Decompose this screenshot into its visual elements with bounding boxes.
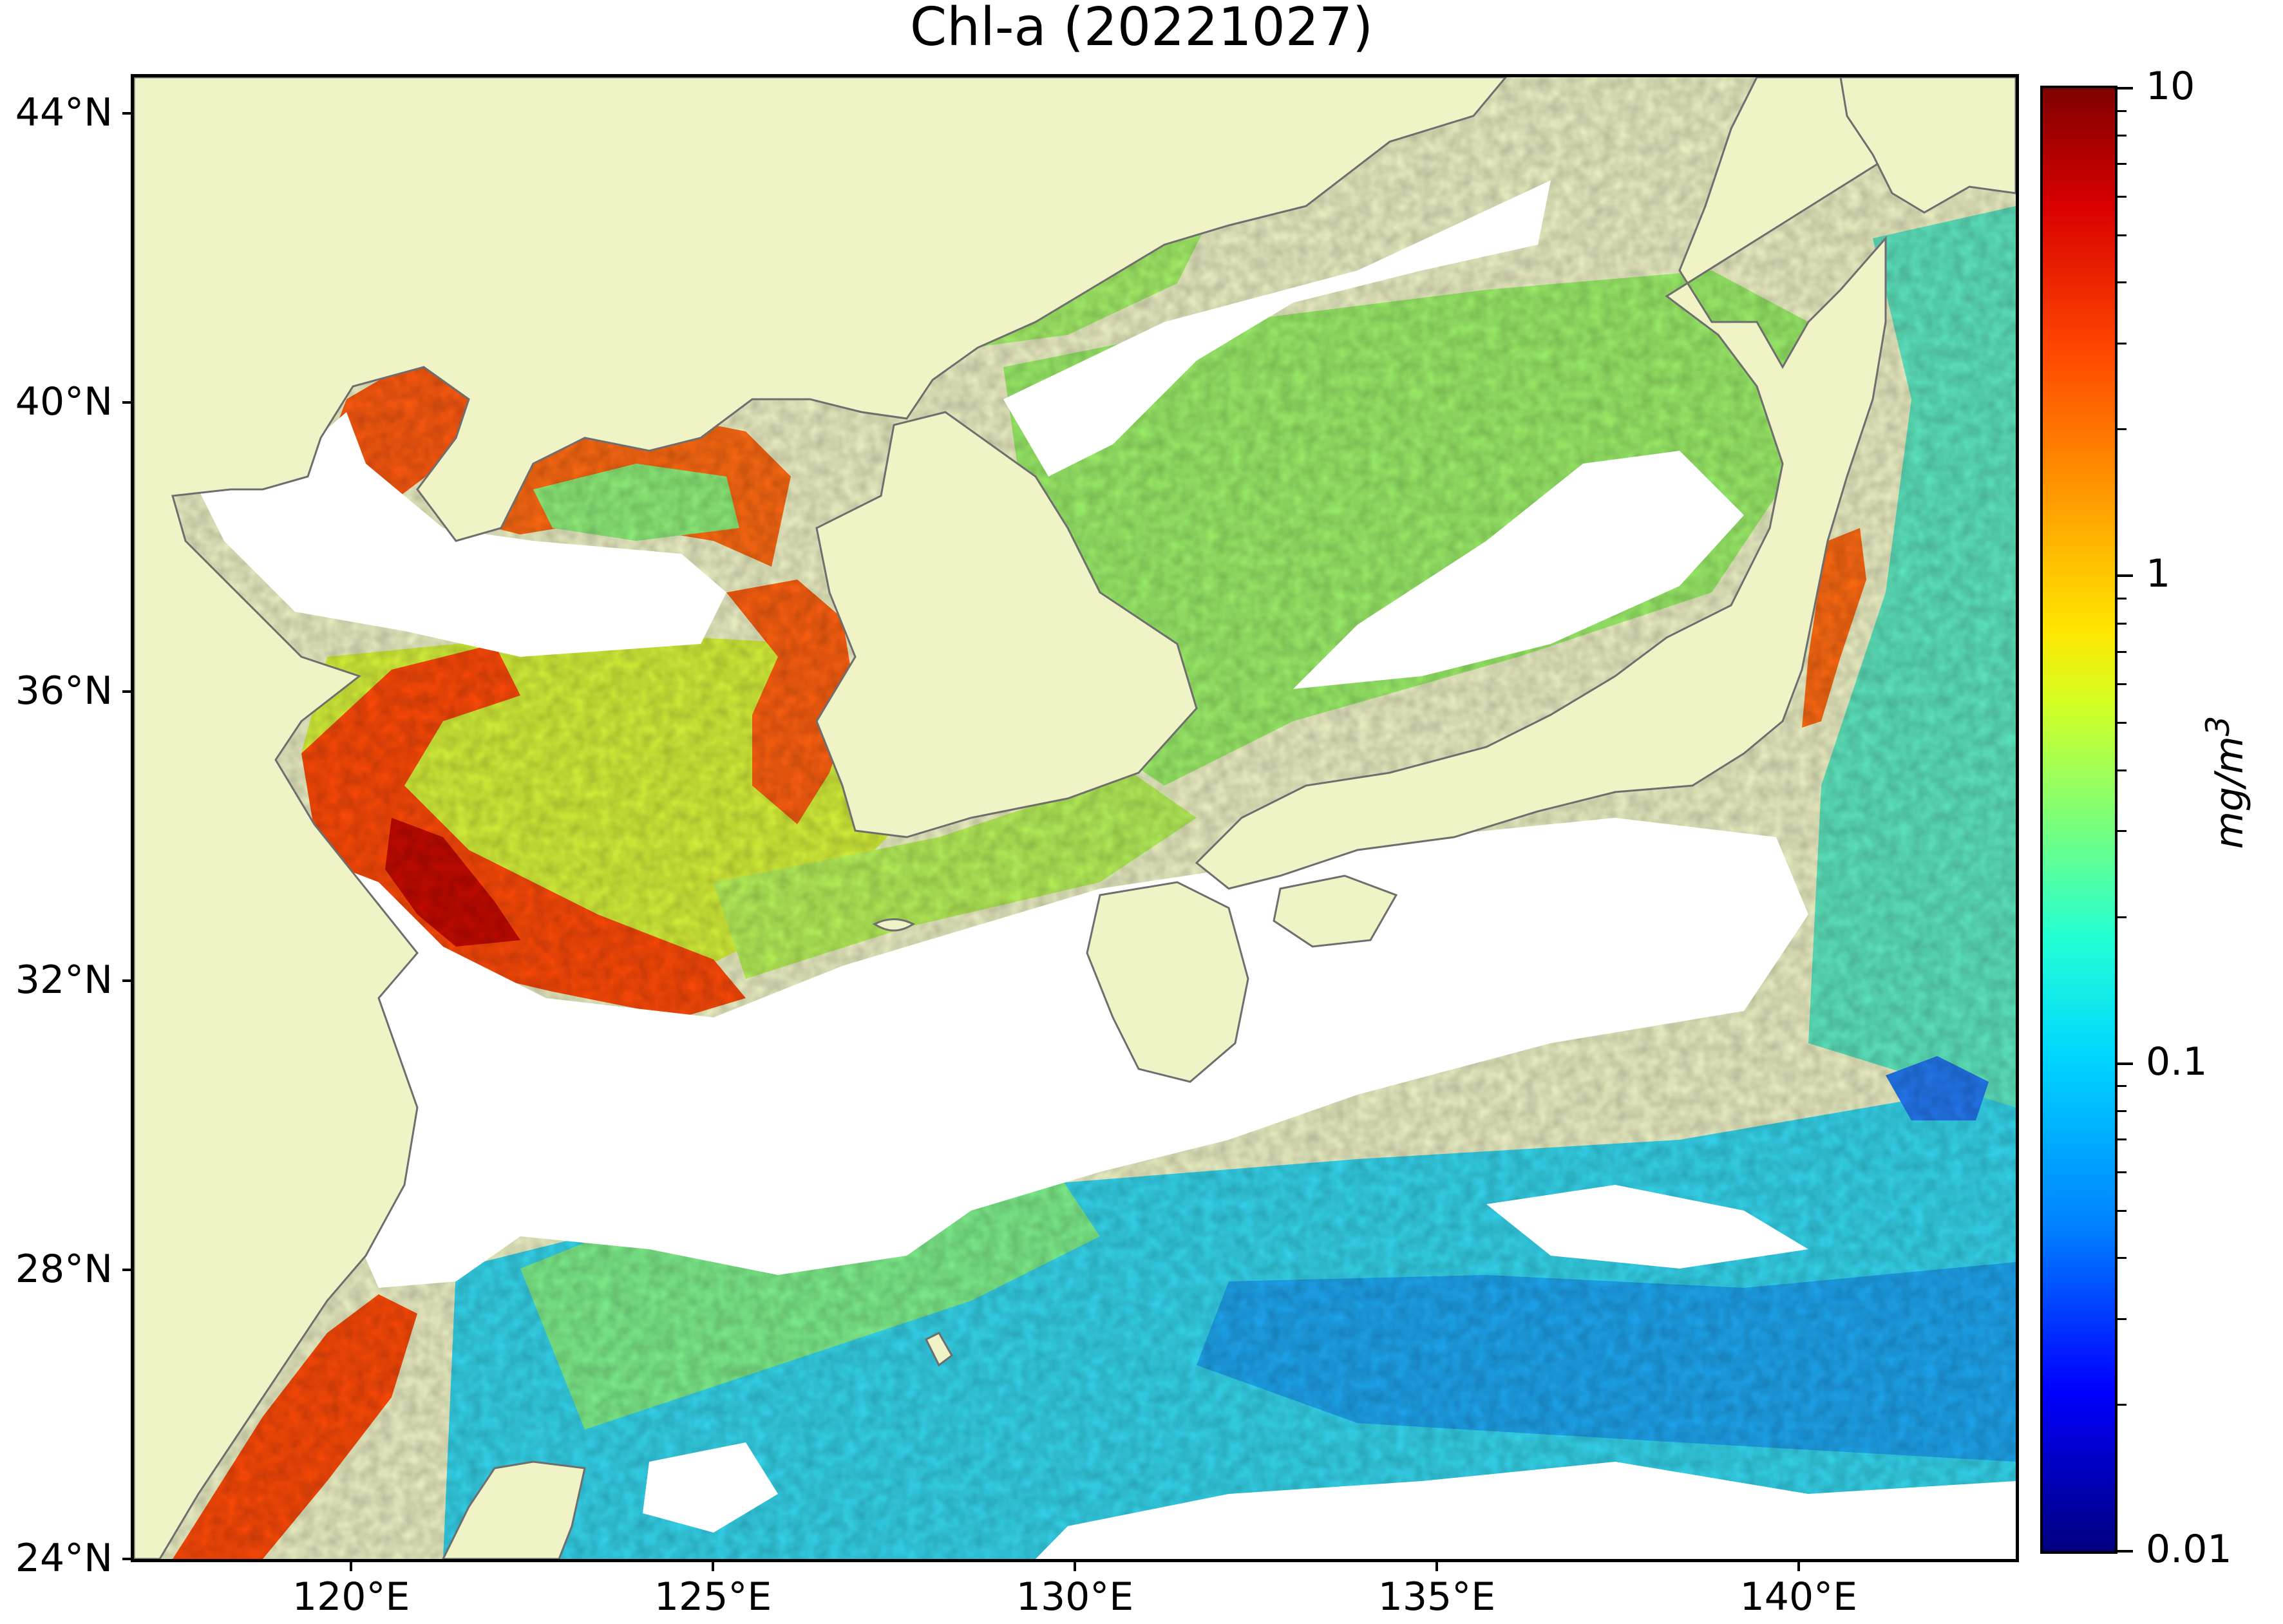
colorbar-minor-tick [2117, 1085, 2127, 1088]
taiwan-land [442, 1460, 586, 1559]
colorbar-unit-label: mg/m3 [2199, 712, 2252, 853]
colorbar-minor-tick [2117, 109, 2127, 112]
map-title: Chl-a (20221027) [909, 0, 1374, 58]
colorbar-minor-tick [2117, 769, 2127, 771]
colorbar-minor-tick [2117, 234, 2127, 236]
colorbar-minor-tick [2117, 1171, 2127, 1173]
colorbar-minor-tick [2117, 342, 2127, 345]
lon-tick-mark [350, 1561, 353, 1571]
cloud-east-sea-north [1293, 451, 1744, 689]
lon-tick-label: 120°E [292, 1574, 410, 1619]
colorbar-tick-label: 0.1 [2146, 1039, 2208, 1084]
jeju-island [873, 918, 915, 932]
honshu-land [1195, 77, 2016, 890]
cloud-south-small [643, 1442, 778, 1533]
lat-tick-label: 28°N [15, 1247, 113, 1292]
colorbar-tick-label: 1 [2146, 551, 2171, 597]
lon-tick-label: 135°E [1378, 1574, 1496, 1619]
lat-tick-mark [122, 1269, 133, 1272]
colorbar-unit-text: mg/m [2207, 736, 2252, 849]
colorbar-minor-tick [2117, 1138, 2127, 1140]
colorbar-minor-tick [2117, 830, 2127, 833]
cloud-south-strip [1036, 1462, 2016, 1559]
lat-tick-label: 44°N [15, 90, 113, 136]
colorbar-tick-label: 0.01 [2146, 1527, 2232, 1572]
lat-tick-label: 36°N [15, 668, 113, 714]
map-canvas [134, 77, 2016, 1559]
china-north-land [134, 77, 1507, 1559]
colorbar-minor-tick [2117, 1317, 2127, 1320]
lat-tick-mark [122, 690, 133, 694]
colorbar-minor-tick [2117, 1110, 2127, 1113]
lat-tick-mark [122, 979, 133, 983]
colorbar-minor-tick [2117, 916, 2127, 918]
lon-tick-mark [1074, 1561, 1076, 1571]
colorbar-major-tick [2117, 1550, 2133, 1553]
kyushu-land [1086, 881, 1249, 1083]
colorbar-minor-tick [2117, 597, 2127, 600]
colorbar-minor-tick [2117, 650, 2127, 653]
lat-tick-label: 24°N [15, 1536, 113, 1581]
lat-tick-label: 40°N [15, 379, 113, 425]
lat-tick-label: 32°N [15, 958, 113, 1003]
colorbar-minor-tick [2117, 1257, 2127, 1260]
lon-tick-label: 140°E [1739, 1574, 1858, 1619]
colorbar-minor-tick [2117, 163, 2127, 165]
lon-tick-label: 130°E [1016, 1574, 1134, 1619]
korea-land [815, 411, 1198, 838]
chlorophyll-map [131, 74, 2019, 1562]
land-layer [134, 77, 2016, 1559]
lon-tick-mark [712, 1561, 715, 1571]
colorbar-minor-tick [2117, 622, 2127, 625]
lat-tick-mark [122, 401, 133, 404]
lon-tick-mark [1797, 1561, 1800, 1571]
cloud-east-patches [1486, 1185, 1808, 1269]
cloud-north-korea [1003, 180, 1551, 477]
colorbar-minor-tick [2117, 1209, 2127, 1212]
colorbar-minor-tick [2117, 135, 2127, 137]
colorbar-major-tick [2117, 87, 2133, 90]
hokkaido-land [1839, 77, 2016, 214]
colorbar-minor-tick [2117, 722, 2127, 724]
lon-tick-mark [1435, 1561, 1438, 1571]
colorbar-tick-label: 10 [2146, 64, 2195, 109]
okinawa-islands [924, 1332, 953, 1367]
cloud-yellow-sea-south [295, 818, 1808, 1288]
lon-tick-label: 125°E [654, 1574, 772, 1619]
colorbar-major-tick [2117, 574, 2133, 578]
colorbar-minor-tick [2117, 281, 2127, 284]
colorbar-unit-exponent: 3 [2199, 715, 2237, 737]
colorbar-minor-tick [2117, 196, 2127, 198]
colorbar [2040, 86, 2117, 1554]
colorbar-minor-tick [2117, 683, 2127, 686]
colorbar-minor-tick [2117, 1404, 2127, 1406]
shikoku-land [1273, 874, 1398, 948]
colorbar-major-tick [2117, 1062, 2133, 1065]
lat-tick-mark [122, 1558, 133, 1560]
colorbar-minor-tick [2117, 428, 2127, 431]
lat-tick-mark [122, 112, 133, 115]
